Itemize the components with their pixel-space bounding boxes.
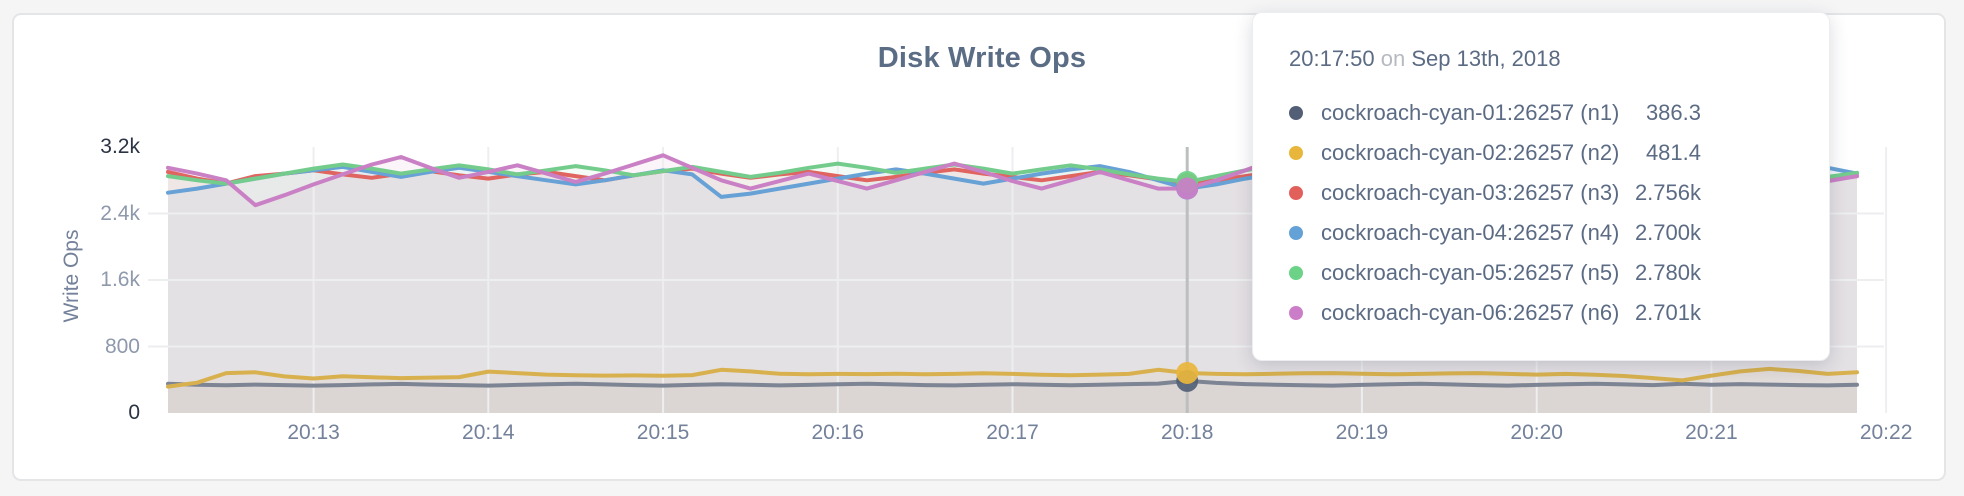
legend-label: cockroach-cyan-02:26257 (n2) (1321, 140, 1620, 165)
legend-label: cockroach-cyan-04:26257 (n4) (1321, 220, 1620, 245)
legend-dot-icon (1289, 146, 1303, 160)
legend-label: cockroach-cyan-06:26257 (n6) (1321, 300, 1620, 325)
legend-dot-icon (1289, 266, 1303, 280)
x-tick-label: 20:19 (1335, 421, 1389, 444)
legend-value: 386.3 (1645, 100, 1701, 125)
legend-label: cockroach-cyan-03:26257 (n3) (1321, 180, 1620, 205)
x-tick-label: 20:16 (811, 421, 865, 444)
tooltip-series-row: cockroach-cyan-01:26257 (n1) 386.3 (1289, 93, 1701, 133)
y-tick-label: 800 (104, 334, 140, 358)
series-line-n2 (166, 366, 1859, 389)
tooltip-series-row: cockroach-cyan-04:26257 (n4) 2.700k (1289, 213, 1701, 253)
legend-value: 481.4 (1645, 140, 1701, 165)
legend-value: 2.780k (1634, 260, 1701, 285)
legend-value: 2.700k (1634, 220, 1701, 245)
legend-value: 2.701k (1634, 300, 1701, 325)
y-tick-label: 1.6k (100, 268, 140, 291)
y-tick-label: 0 (128, 401, 140, 424)
hover-dot-n6 (1176, 177, 1199, 200)
tooltip-series-row: cockroach-cyan-02:26257 (n2) 481.4 (1289, 133, 1701, 173)
tooltip-series-row: cockroach-cyan-05:26257 (n5) 2.780k (1289, 253, 1701, 293)
y-tick-label: 2.4k (100, 201, 140, 225)
legend-dot-icon (1289, 186, 1303, 200)
x-tick-label: 20:13 (287, 421, 340, 444)
tooltip-on-word: on (1380, 46, 1406, 71)
x-tick-label: 20:17 (986, 421, 1039, 444)
tooltip-header: 20:17:50 on Sep 13th, 2018 (1289, 47, 1701, 71)
x-tick-label: 20:20 (1510, 421, 1563, 444)
tooltip-series-row: cockroach-cyan-06:26257 (n6) 2.701k (1289, 293, 1701, 333)
x-tick-label: 20:18 (1160, 421, 1214, 444)
x-tick-label: 20:22 (1859, 421, 1913, 444)
x-tick-label: 20:14 (462, 421, 515, 444)
tooltip-time: 20:17:50 (1289, 46, 1375, 71)
legend-dot-icon (1289, 226, 1303, 240)
y-tick-label: 3.2k (100, 135, 140, 158)
series-line-n1 (166, 378, 1859, 388)
legend-dot-icon (1289, 306, 1303, 320)
legend-value: 2.756k (1634, 180, 1701, 205)
legend-dot-icon (1289, 106, 1303, 120)
x-tick-label: 20:15 (636, 421, 690, 444)
chart-title: Disk Write Ops (877, 42, 1087, 74)
tooltip-series-row: cockroach-cyan-03:26257 (n3) 2.756k (1289, 173, 1701, 213)
hover-dot-n2 (1176, 362, 1199, 384)
legend-label: cockroach-cyan-05:26257 (n5) (1321, 260, 1620, 285)
hover-tooltip: 20:17:50 on Sep 13th, 2018 cockroach-cya… (1252, 12, 1830, 361)
tooltip-date: Sep 13th, 2018 (1411, 46, 1561, 71)
legend-label: cockroach-cyan-01:26257 (n1) (1321, 100, 1620, 125)
x-tick-label: 20:21 (1685, 421, 1738, 444)
tooltip-series-list: cockroach-cyan-01:26257 (n1) 386.3 cockroa… (1289, 93, 1701, 333)
